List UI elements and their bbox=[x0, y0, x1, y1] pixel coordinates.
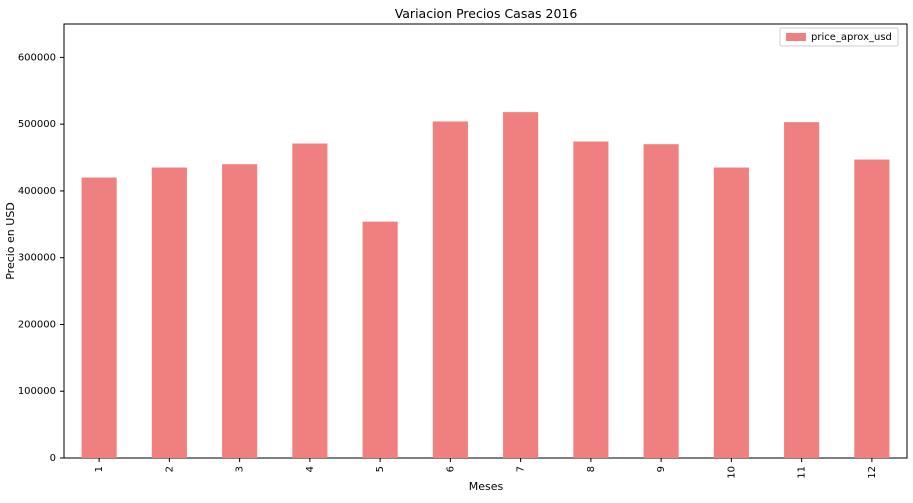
bar-month-5 bbox=[362, 221, 398, 458]
bar-month-12 bbox=[854, 159, 890, 458]
legend: price_aprox_usd bbox=[779, 27, 899, 47]
bars-group bbox=[81, 112, 890, 459]
bar-month-9 bbox=[643, 144, 679, 458]
y-tick-label: 400000 bbox=[18, 186, 56, 197]
x-tick-label: 3 bbox=[235, 466, 246, 472]
bar-month-1 bbox=[81, 177, 117, 459]
legend-label: price_aprox_usd bbox=[811, 32, 892, 43]
bar-month-10 bbox=[713, 167, 749, 459]
x-tick-label: 9 bbox=[656, 466, 667, 472]
x-tick-label: 10 bbox=[726, 466, 737, 479]
x-tick-label: 7 bbox=[516, 466, 527, 472]
bar-month-6 bbox=[432, 121, 468, 458]
y-axis-label: Precio en USD bbox=[4, 202, 17, 280]
x-axis-label: Meses bbox=[469, 480, 504, 493]
x-tick-label: 6 bbox=[445, 466, 456, 472]
bar-month-11 bbox=[784, 122, 820, 459]
y-tick-label: 0 bbox=[50, 453, 56, 464]
bar-month-8 bbox=[573, 141, 609, 458]
x-axis-ticks: 1 2 3 4 5 6 7 8 9 10 11 12 bbox=[94, 458, 878, 479]
chart-title: Variacion Precios Casas 2016 bbox=[395, 6, 578, 21]
x-tick-label: 2 bbox=[164, 466, 175, 472]
plot-frame bbox=[63, 23, 908, 459]
x-tick-label: 1 bbox=[94, 466, 105, 472]
x-tick-label: 5 bbox=[375, 466, 386, 472]
bar-month-3 bbox=[222, 164, 258, 458]
legend-swatch bbox=[786, 33, 806, 41]
x-tick-label: 8 bbox=[586, 466, 597, 472]
plot-area bbox=[63, 23, 908, 459]
y-tick-label: 200000 bbox=[18, 319, 56, 330]
y-tick-label: 300000 bbox=[18, 253, 56, 264]
bar-month-7 bbox=[503, 112, 539, 459]
bar-month-2 bbox=[151, 167, 187, 459]
y-axis-ticks: 0 100000 200000 300000 400000 500000 600000 bbox=[18, 52, 64, 464]
legend-box bbox=[779, 27, 899, 47]
bar-month-4 bbox=[292, 143, 328, 459]
x-tick-label: 12 bbox=[867, 466, 878, 479]
y-tick-label: 500000 bbox=[18, 119, 56, 130]
x-tick-label: 11 bbox=[797, 466, 808, 479]
y-tick-label: 100000 bbox=[18, 386, 56, 397]
x-tick-label: 4 bbox=[305, 466, 316, 472]
y-tick-label: 600000 bbox=[18, 52, 56, 63]
